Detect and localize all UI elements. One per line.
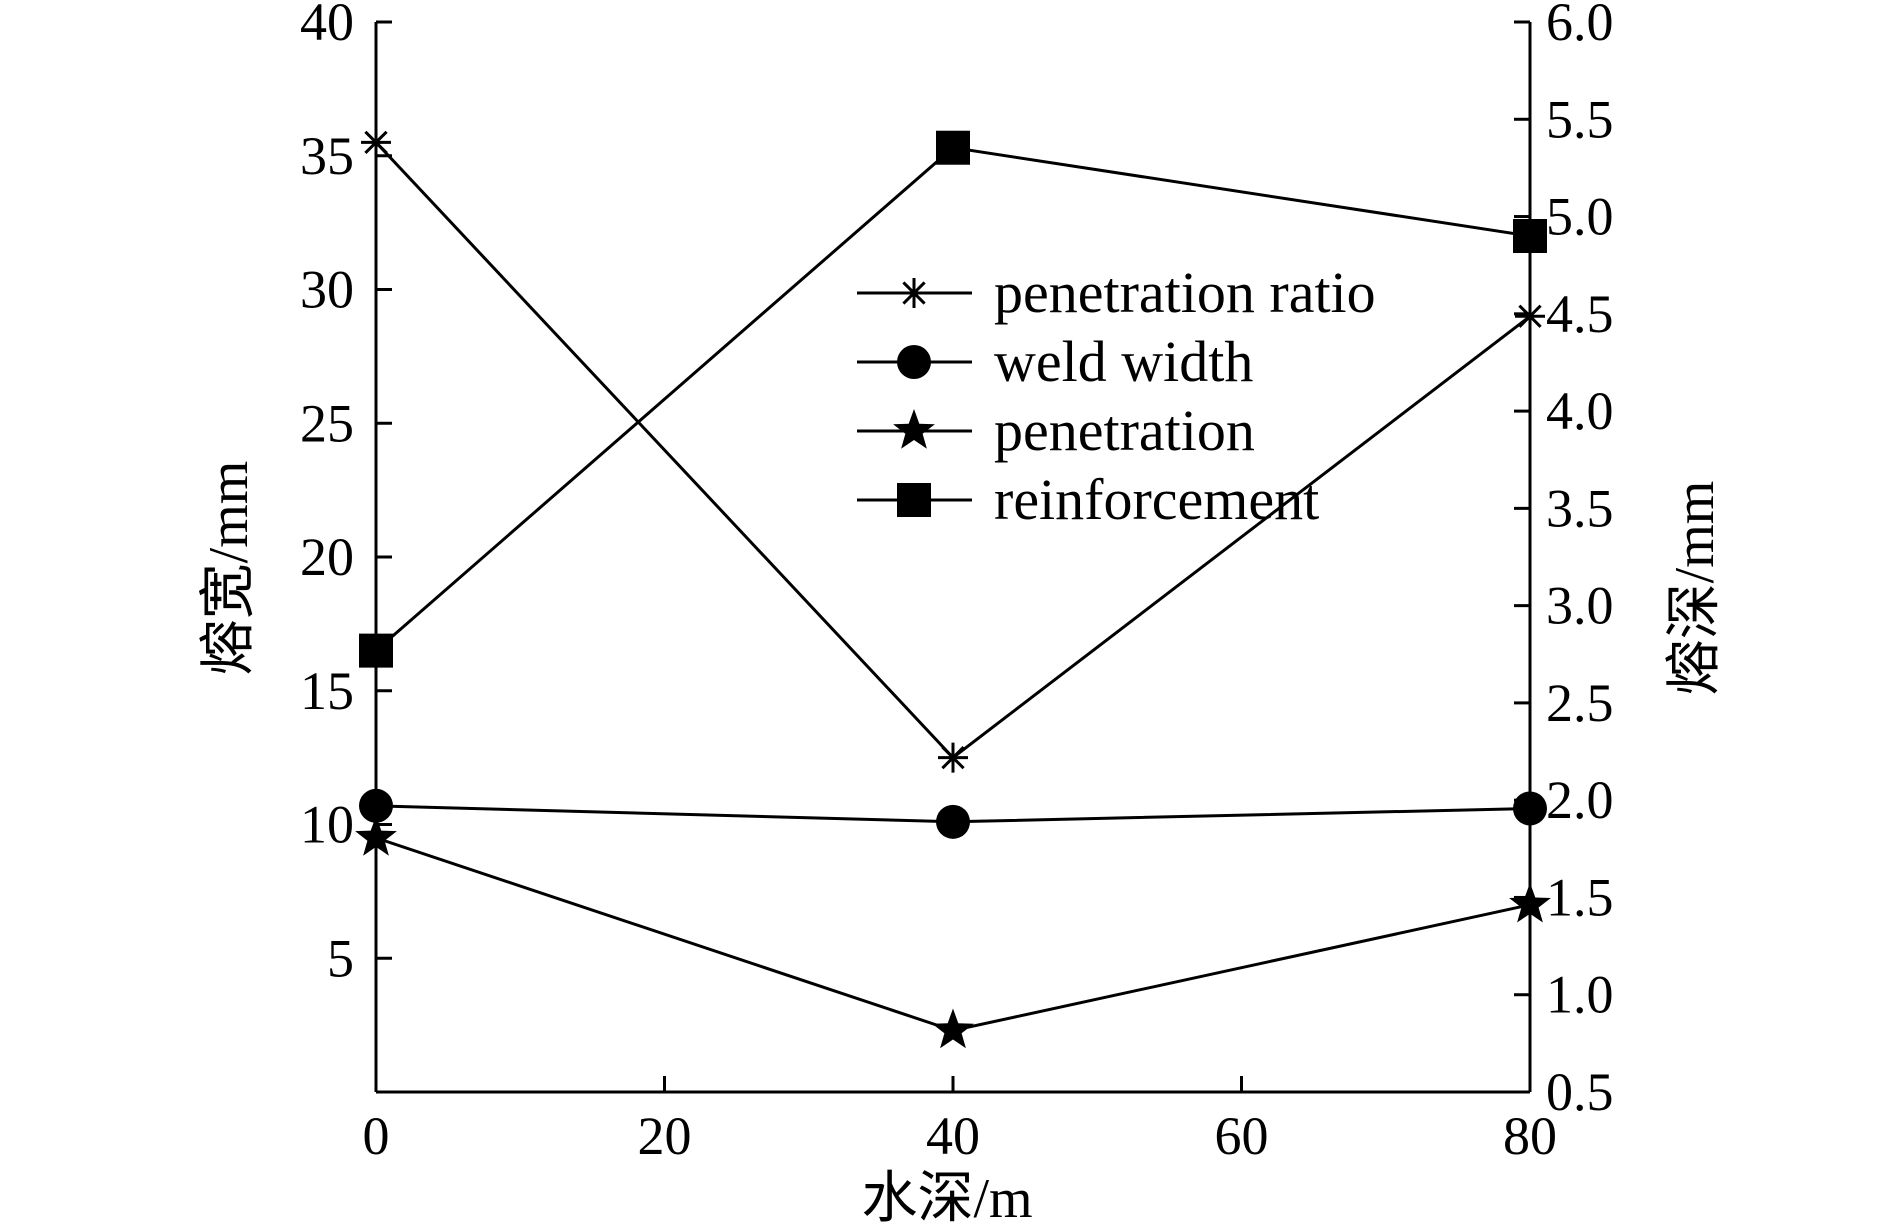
data-point-penetration xyxy=(932,1008,974,1049)
asterisk-stroke xyxy=(941,745,965,770)
x-axis-title: 水深/m xyxy=(861,1168,1032,1229)
legend-marker xyxy=(897,345,931,379)
data-point-reinforcement xyxy=(359,633,393,668)
y-right-tick-label: 3.5 xyxy=(1546,478,1614,538)
legend-label: reinforcement xyxy=(994,467,1319,532)
x-tick-label: 40 xyxy=(926,1106,980,1166)
data-point-reinforcement xyxy=(936,130,970,165)
y-right-tick-label: 4.0 xyxy=(1546,381,1614,441)
data-point-weld-width xyxy=(1513,791,1547,826)
y-right-tick-label: 2.0 xyxy=(1546,770,1614,830)
y-right-axis-title: 熔深/mm xyxy=(1664,481,1726,696)
data-point-weld-width xyxy=(936,804,970,839)
data-point-reinforcement xyxy=(1513,219,1547,253)
y-right-tick-label: 1.0 xyxy=(1546,965,1614,1025)
data-point-penetration xyxy=(355,815,397,856)
data-point-weld-width xyxy=(359,788,393,823)
legend-marker xyxy=(893,409,935,449)
legend-marker xyxy=(897,483,931,517)
x-tick-label: 80 xyxy=(1503,1106,1557,1166)
asterisk-stroke xyxy=(1518,304,1542,328)
y-right-tick-label: 5.5 xyxy=(1546,89,1614,149)
asterisk-stroke xyxy=(364,130,388,155)
ticks: 0 20 40 60 80 5 10 15 20 25 30 35 40 0.5 1.0 1.5 2.0 2.5 3… xyxy=(300,0,1614,1166)
y-right-tick-label: 6.0 xyxy=(1546,0,1614,52)
y-right-tick-label: 1.5 xyxy=(1546,867,1614,927)
data-point-penetration-ratio xyxy=(938,742,968,773)
x-tick-label: 0 xyxy=(363,1106,390,1166)
y-left-tick-label: 30 xyxy=(300,260,354,320)
legend-label: penetration xyxy=(994,398,1255,463)
x-tick-label: 60 xyxy=(1215,1106,1269,1166)
y-left-tick-label: 40 xyxy=(300,0,354,52)
y-right-tick-label: 0.5 xyxy=(1546,1062,1614,1122)
y-right-tick-label: 2.5 xyxy=(1546,673,1614,733)
legend-item-penetration: penetration xyxy=(857,398,1255,463)
series-line-penetration xyxy=(375,836,1531,1033)
y-left-tick-label: 35 xyxy=(300,126,354,186)
series-line-penetration-ratio xyxy=(374,141,1531,760)
legend-label: penetration ratio xyxy=(994,260,1376,325)
series-line-reinforcement xyxy=(375,146,1531,652)
y-left-tick-label: 25 xyxy=(300,393,354,453)
y-left-tick-label: 15 xyxy=(300,661,354,721)
legend-item-penetration-ratio: penetration ratio xyxy=(857,260,1376,325)
asterisk-stroke xyxy=(902,281,926,305)
axes xyxy=(374,22,1532,1094)
legend-item-weld-width: weld width xyxy=(857,329,1253,394)
data-point-penetration-ratio xyxy=(361,127,391,158)
legend-label: weld width xyxy=(994,329,1253,394)
y-left-tick-label: 20 xyxy=(300,527,354,587)
x-tick-label: 20 xyxy=(638,1106,692,1166)
y-right-tick-label: 4.5 xyxy=(1546,284,1614,344)
y-left-tick-label: 10 xyxy=(300,795,354,855)
data-point-penetration-ratio xyxy=(1515,301,1545,332)
series-layer xyxy=(355,127,1551,1049)
data-point-penetration xyxy=(1509,882,1551,923)
y-right-tick-label: 5.0 xyxy=(1546,187,1614,247)
y-left-axis-title: 熔宽/mm xyxy=(198,461,260,676)
y-right-tick-label: 3.0 xyxy=(1546,576,1614,636)
legend-item-reinforcement: reinforcement xyxy=(857,467,1319,532)
legend-marker xyxy=(899,278,929,308)
y-left-tick-label: 5 xyxy=(327,928,354,988)
